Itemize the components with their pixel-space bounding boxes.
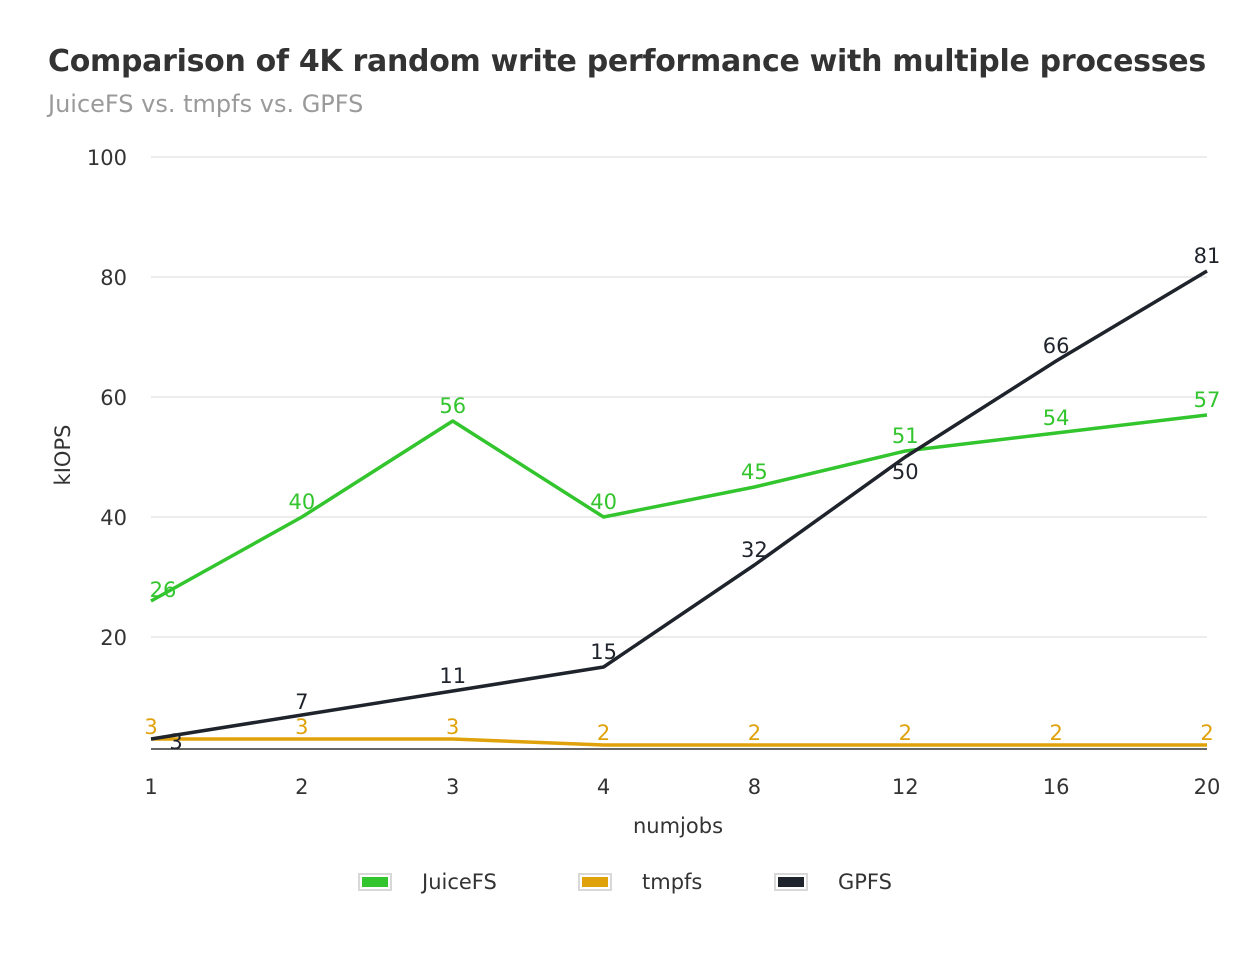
data-label: 15 [590, 640, 617, 664]
data-label: 2 [1200, 721, 1213, 745]
x-tick-label: 2 [295, 775, 308, 799]
data-label: 2 [597, 721, 610, 745]
data-label: 57 [1194, 388, 1221, 412]
data-label: 2 [748, 721, 761, 745]
y-tick-label: 100 [87, 146, 127, 170]
legend-label: JuiceFS [422, 870, 497, 894]
data-label: 50 [892, 460, 919, 484]
data-label: 3 [295, 715, 308, 739]
data-label: 2 [1049, 721, 1062, 745]
series-line-tmpfs [151, 737, 1207, 747]
series-lines [150, 269, 1208, 747]
data-label: 32 [741, 538, 768, 562]
x-tick-label: 20 [1194, 775, 1221, 799]
chart-title: Comparison of 4K random write performanc… [48, 44, 1206, 79]
data-label: 7 [295, 690, 308, 714]
legend-swatch-fill [778, 877, 804, 887]
legend-item-gpfs[interactable]: GPFS [774, 870, 892, 894]
x-tick-label: 1 [144, 775, 157, 799]
y-axis-label: kIOPS [51, 425, 75, 486]
gridlines [151, 156, 1207, 750]
legend-swatch-fill [582, 877, 608, 887]
legend-label: GPFS [838, 870, 892, 894]
data-label: 51 [892, 424, 919, 448]
data-label: 40 [590, 490, 617, 514]
y-tick-label: 40 [100, 506, 127, 530]
legend-swatch [774, 873, 808, 891]
data-label: 54 [1043, 406, 1070, 430]
data-label: 3 [446, 715, 459, 739]
legend-item-tmpfs[interactable]: tmpfs [578, 870, 702, 894]
data-label: 3 [169, 730, 182, 754]
legend-swatch-fill [362, 877, 388, 887]
y-tick-label: 60 [100, 386, 127, 410]
data-label: 81 [1194, 244, 1221, 268]
legend-swatch [578, 873, 612, 891]
y-axis-ticks: 20 40 60 80 100 [87, 146, 127, 650]
chart-subtitle: JuiceFS vs. tmpfs vs. GPFS [48, 90, 364, 118]
data-label: 40 [288, 490, 315, 514]
y-tick-label: 80 [100, 266, 127, 290]
data-label: 11 [439, 664, 466, 688]
series-line-juicefs [150, 413, 1208, 603]
data-label: 26 [150, 578, 177, 602]
data-label: 2 [899, 721, 912, 745]
x-tick-label: 3 [446, 775, 459, 799]
legend: JuiceFS tmpfs GPFS [0, 870, 1254, 904]
x-tick-label: 8 [748, 775, 761, 799]
legend-swatch [358, 873, 392, 891]
x-tick-label: 16 [1043, 775, 1070, 799]
x-tick-label: 12 [892, 775, 919, 799]
data-label: 45 [741, 460, 768, 484]
data-label: 66 [1043, 334, 1070, 358]
x-tick-label: 4 [597, 775, 610, 799]
y-tick-label: 20 [100, 626, 127, 650]
series-line-gpfs [150, 269, 1208, 741]
data-label: 56 [439, 394, 466, 418]
x-axis-ticks: 1 2 3 4 8 12 16 20 [144, 775, 1220, 799]
x-axis-label: numjobs [633, 814, 723, 838]
legend-item-juicefs[interactable]: JuiceFS [358, 870, 497, 894]
data-label: 3 [144, 715, 157, 739]
legend-label: tmpfs [642, 870, 703, 894]
